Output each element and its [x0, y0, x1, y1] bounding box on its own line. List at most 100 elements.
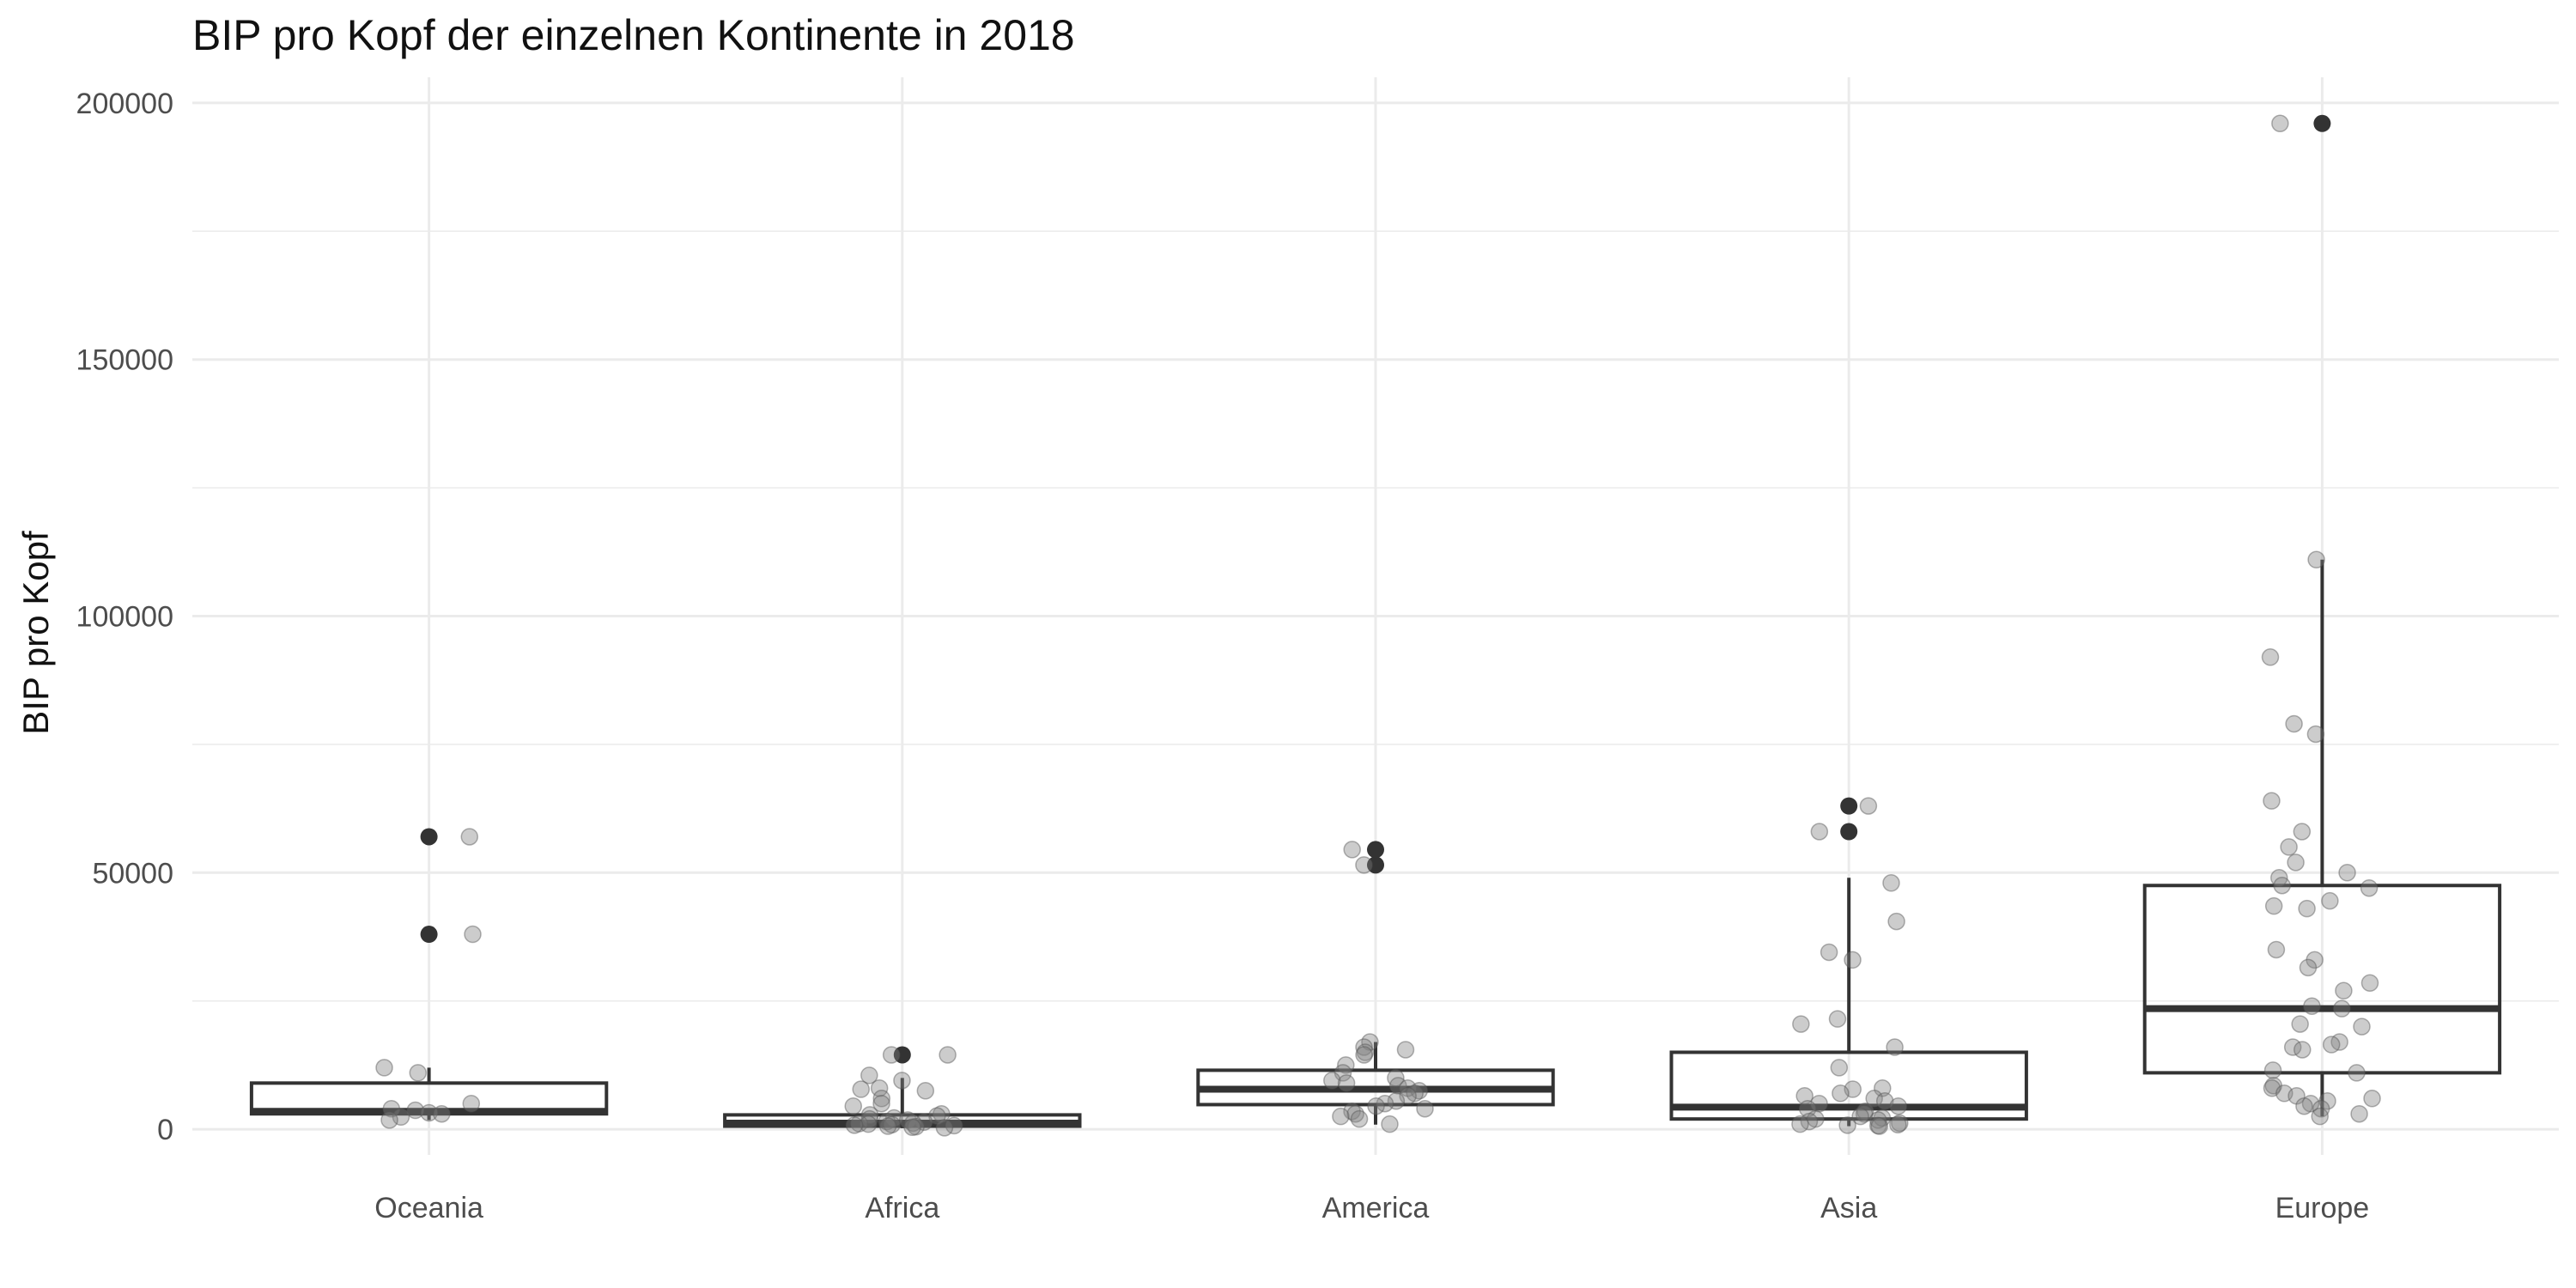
data-point: [2335, 981, 2353, 1000]
x-tick-label: Asia: [1820, 1192, 1877, 1224]
data-point: [1399, 1087, 1417, 1105]
data-point: [406, 1101, 424, 1120]
data-point: [2261, 648, 2280, 666]
data-point: [1792, 1015, 1810, 1033]
box-iqr: [1669, 1050, 2028, 1121]
data-point: [2287, 854, 2305, 872]
data-point: [2273, 877, 2291, 895]
data-point: [1868, 1111, 1887, 1129]
data-point: [1889, 1097, 1907, 1115]
data-point: [1355, 1038, 1373, 1056]
data-point: [2311, 1107, 2329, 1126]
data-point: [462, 1094, 481, 1113]
data-point: [1870, 1117, 1889, 1135]
data-point: [845, 1116, 864, 1134]
data-point: [1856, 1102, 1874, 1121]
data-point: [2275, 1084, 2293, 1103]
data-point: [882, 1046, 901, 1064]
data-point: [380, 1111, 398, 1129]
data-point: [1868, 1116, 1887, 1135]
outlier-point: [893, 1046, 911, 1064]
outlier-point: [1367, 841, 1384, 859]
data-point: [2360, 878, 2379, 897]
data-point: [1337, 1056, 1355, 1074]
data-point: [1838, 1116, 1856, 1134]
data-point: [860, 1066, 878, 1084]
data-point: [883, 1115, 901, 1133]
data-point: [2280, 838, 2298, 856]
grid-layer: [192, 77, 2559, 1155]
data-point: [2321, 891, 2339, 910]
data-point: [420, 1103, 438, 1122]
data-point: [1844, 1080, 1862, 1098]
data-point: [1800, 1112, 1819, 1131]
data-point: [1889, 1115, 1907, 1133]
data-point: [1875, 1092, 1894, 1110]
data-point: [1830, 1059, 1849, 1077]
data-point: [2285, 714, 2303, 733]
data-point: [1387, 1069, 1405, 1087]
data-point: [878, 1117, 897, 1135]
box-layer: [249, 114, 2502, 1128]
data-point: [1346, 1104, 1364, 1123]
chart-title: BIP pro Kopf der einzelnen Kontinente in…: [192, 11, 1075, 59]
data-point: [1810, 823, 1829, 841]
data-point: [1343, 841, 1361, 859]
x-tick-label: Africa: [865, 1192, 939, 1224]
data-point: [903, 1118, 921, 1136]
data-point: [884, 1109, 903, 1127]
x-tick-label: Oceania: [374, 1192, 483, 1224]
y-tick-label: 150000: [76, 344, 173, 377]
outlier-point: [420, 926, 438, 944]
data-point: [850, 1115, 868, 1133]
data-point: [1832, 1084, 1850, 1103]
data-point: [1350, 1109, 1369, 1128]
data-point: [2333, 999, 2351, 1018]
data-point: [2295, 1097, 2313, 1115]
data-point: [1332, 1107, 1350, 1126]
data-point: [1891, 1114, 1909, 1133]
data-point: [1820, 943, 1838, 962]
axis-layer: 0 50000 100000 150000 200000 Oceania Africa Ame…: [76, 88, 2370, 1224]
data-point: [1396, 1041, 1415, 1059]
data-point: [904, 1114, 922, 1133]
data-point: [1873, 1109, 1892, 1127]
data-point: [1361, 1033, 1379, 1051]
data-point: [2303, 997, 2321, 1015]
y-tick-label: 100000: [76, 601, 173, 634]
outlier-point: [2313, 114, 2331, 132]
data-point: [1844, 951, 1862, 969]
data-point: [2306, 725, 2325, 744]
data-point: [1343, 1102, 1361, 1121]
box-iqr: [2142, 884, 2502, 1075]
outlier-point: [420, 828, 438, 846]
data-point: [1859, 797, 1878, 815]
data-point: [907, 1117, 925, 1136]
data-point: [1410, 1082, 1428, 1100]
data-point: [2318, 1092, 2336, 1110]
data-point: [1334, 1064, 1352, 1082]
data-point: [375, 1059, 393, 1077]
data-point: [2287, 1087, 2306, 1105]
data-point: [1399, 1079, 1417, 1097]
data-point: [893, 1072, 911, 1090]
data-point: [392, 1108, 410, 1127]
data-point: [1882, 874, 1900, 892]
data-point: [460, 828, 479, 846]
data-point: [2263, 1061, 2282, 1079]
data-point: [2348, 1064, 2366, 1082]
data-point: [433, 1104, 451, 1123]
data-point: [945, 1116, 963, 1135]
data-point: [2293, 1041, 2312, 1059]
data-point: [1416, 1099, 1434, 1118]
data-point: [2264, 1077, 2283, 1095]
data-point: [872, 1090, 891, 1108]
data-point: [1355, 856, 1373, 874]
data-point: [1886, 1038, 1904, 1056]
data-point: [860, 1115, 878, 1133]
data-point: [1798, 1099, 1817, 1118]
outlier-point: [1367, 856, 1384, 874]
y-tick-label: 50000: [92, 857, 173, 890]
data-point: [2291, 1015, 2309, 1033]
